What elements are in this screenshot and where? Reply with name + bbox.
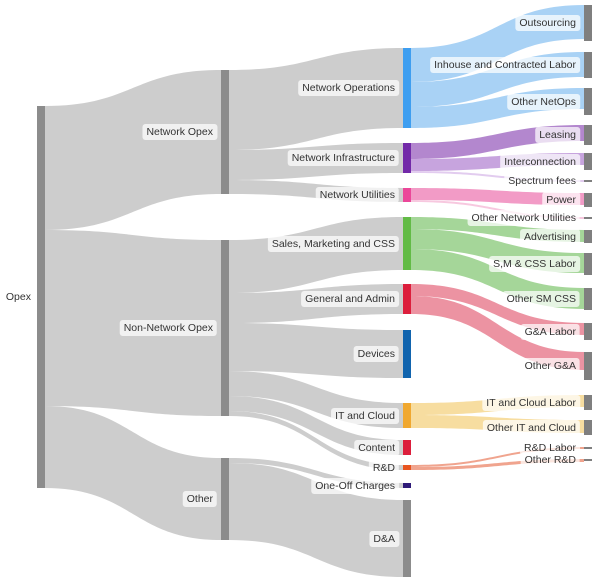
label-other: Other <box>182 491 217 507</box>
node-devices[interactable] <box>403 330 411 378</box>
label-other_smcss: Other SM CSS <box>502 291 580 307</box>
flow-gna-to-other_gna[interactable] <box>411 296 584 370</box>
node-non_network_opex[interactable] <box>221 240 229 416</box>
flow-network_utilities-to-other_net_util[interactable] <box>411 200 584 219</box>
node-it_cloud[interactable] <box>403 403 411 428</box>
flow-opex-to-network_opex[interactable] <box>45 70 221 230</box>
label-rnd: R&D <box>368 459 399 476</box>
node-other_smcss[interactable] <box>584 288 592 310</box>
label-network_opex: Network Opex <box>142 124 217 140</box>
node-rnd_labor[interactable] <box>584 447 592 449</box>
node-interconnection[interactable] <box>584 153 592 170</box>
label-itc_labor: IT and Cloud Labor <box>482 394 580 411</box>
label-inhouse: Inhouse and Contracted Labor <box>430 57 580 73</box>
node-inhouse[interactable] <box>584 52 592 78</box>
node-itc_labor[interactable] <box>584 395 592 410</box>
node-outsourcing[interactable] <box>584 5 592 41</box>
label-spectrum_fees: Spectrum fees <box>504 173 580 189</box>
flow-non_network_opex-to-smcss[interactable] <box>229 217 403 293</box>
label-leasing: Leasing <box>535 127 580 143</box>
label-other_itc: Other IT and Cloud <box>482 419 580 436</box>
label-opex: Opex <box>5 291 31 303</box>
node-network_operations[interactable] <box>403 48 411 128</box>
node-other[interactable] <box>221 458 229 540</box>
flow-opex-to-other[interactable] <box>45 406 221 540</box>
flow-non_network_opex-to-rnd[interactable] <box>229 411 403 470</box>
label-other_gna: Other G&A <box>520 358 580 374</box>
flow-rnd-to-rnd_labor[interactable] <box>411 447 584 467</box>
label-network_infrastructure: Network Infrastructure <box>287 150 399 166</box>
label-content: Content <box>354 439 399 456</box>
label-devices: Devices <box>353 346 399 362</box>
node-other_gna[interactable] <box>584 352 592 380</box>
node-other_netops[interactable] <box>584 88 592 115</box>
label-other_netops: Other NetOps <box>507 93 580 110</box>
node-power[interactable] <box>584 193 592 207</box>
node-leasing[interactable] <box>584 125 592 145</box>
label-interconnection: Interconnection <box>500 153 580 170</box>
label-other_net_util: Other Network Utilities <box>467 210 580 226</box>
label-network_utilities: Network Utilities <box>315 187 399 203</box>
label-dna: D&A <box>369 530 399 547</box>
node-other_rnd[interactable] <box>584 459 592 461</box>
node-gna[interactable] <box>403 284 411 314</box>
node-spectrum_fees[interactable] <box>584 180 592 182</box>
label-smcss_labor: S,M & CSS Labor <box>489 256 580 272</box>
flow-non_network_opex-to-devices[interactable] <box>229 323 403 378</box>
node-dna[interactable] <box>403 500 411 577</box>
label-power: Power <box>542 192 580 208</box>
label-network_operations: Network Operations <box>298 80 399 96</box>
node-other_net_util[interactable] <box>584 217 592 219</box>
flow-network_utilities-to-power[interactable] <box>411 188 584 205</box>
label-advertising: Advertising <box>520 228 580 245</box>
node-content[interactable] <box>403 440 411 455</box>
flow-network_opex-to-network_operations[interactable] <box>229 48 403 150</box>
node-smcss[interactable] <box>403 217 411 270</box>
label-one_off: One-Off Charges <box>311 477 399 494</box>
node-opex[interactable] <box>37 106 45 488</box>
label-non_network_opex: Non-Network Opex <box>119 320 217 336</box>
node-one_off[interactable] <box>403 483 411 488</box>
node-network_opex[interactable] <box>221 70 229 194</box>
label-gna: General and Admin <box>301 291 399 307</box>
label-outsourcing: Outsourcing <box>515 15 580 31</box>
label-gna_labor: G&A Labor <box>520 323 580 340</box>
flow-other-to-dna[interactable] <box>229 463 403 577</box>
node-other_itc[interactable] <box>584 420 592 435</box>
flow-gna-to-gna_labor[interactable] <box>411 284 584 335</box>
label-smcss: Sales, Marketing and CSS <box>267 235 399 252</box>
node-smcss_labor[interactable] <box>584 253 592 275</box>
node-network_utilities[interactable] <box>403 188 411 202</box>
node-gna_labor[interactable] <box>584 323 592 340</box>
label-other_rnd: Other R&D <box>520 452 580 468</box>
node-rnd[interactable] <box>403 465 411 470</box>
node-network_infrastructure[interactable] <box>403 143 411 173</box>
node-advertising[interactable] <box>584 230 592 243</box>
label-it_cloud: IT and Cloud <box>331 407 399 424</box>
